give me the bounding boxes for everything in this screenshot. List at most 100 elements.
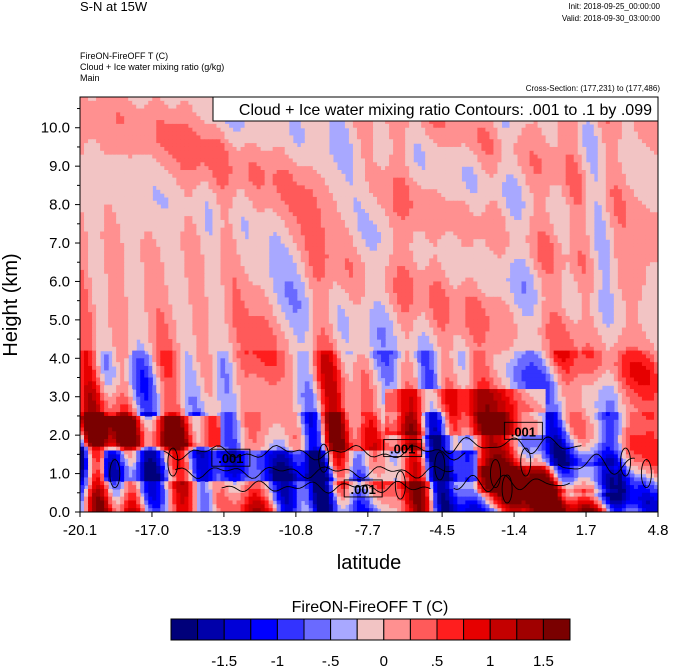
shading-cell	[212, 204, 218, 210]
shading-cell	[180, 135, 185, 140]
shading-cell	[160, 123, 165, 129]
shading-cell	[256, 204, 262, 210]
shading-cell	[140, 158, 145, 163]
shading-cell	[493, 123, 499, 129]
shading-cell	[144, 150, 149, 156]
shading-cell	[324, 200, 330, 206]
shading-cell	[653, 223, 658, 229]
shading-cell	[180, 158, 185, 163]
shading-cell	[136, 196, 141, 202]
shading-cell	[549, 177, 555, 183]
shading-cell	[168, 196, 173, 202]
shading-cell	[124, 120, 129, 125]
shading-cell	[232, 196, 238, 202]
shading-cell	[481, 189, 486, 194]
shading-cell	[565, 170, 571, 175]
shading-cell	[344, 227, 350, 233]
shading-cell	[80, 219, 85, 225]
shading-cell	[625, 216, 631, 221]
shading-cell	[296, 185, 302, 190]
shading-cell	[156, 166, 161, 171]
shading-cell	[208, 127, 214, 133]
shading-cell	[304, 158, 310, 163]
shading-cell	[533, 223, 539, 229]
shading-cell	[172, 143, 177, 148]
shading-cell	[184, 204, 189, 210]
shading-cell	[148, 200, 153, 206]
shading-cell	[140, 143, 145, 148]
shading-cell	[613, 189, 619, 194]
shading-cell	[92, 143, 97, 148]
shading-cell	[373, 196, 378, 202]
shading-cell	[389, 181, 394, 186]
shading-cell	[469, 212, 474, 217]
shading-cell	[617, 219, 623, 225]
shading-cell	[252, 196, 258, 202]
shading-cell	[228, 154, 234, 160]
shading-cell	[196, 200, 202, 206]
shading-cell	[104, 116, 109, 121]
shading-cell	[172, 170, 177, 175]
shading-cell	[88, 135, 93, 140]
shading-cell	[144, 177, 149, 183]
shading-cell	[509, 146, 515, 152]
shading-cell	[288, 146, 294, 152]
shading-cell	[529, 223, 535, 229]
shading-cell	[449, 154, 454, 160]
shading-cell	[268, 223, 274, 229]
shading-cell	[264, 139, 270, 144]
shading-cell	[208, 131, 214, 137]
shading-cell	[268, 146, 274, 152]
shading-cell	[609, 150, 615, 156]
shading-cell	[525, 196, 531, 202]
shading-cell	[276, 123, 282, 129]
shading-cell	[497, 235, 503, 240]
shading-cell	[220, 231, 226, 236]
shading-cell	[116, 212, 121, 217]
shading-cell	[449, 162, 454, 167]
shading-cell	[208, 112, 214, 117]
shading-cell	[112, 127, 117, 133]
shading-cell	[461, 143, 466, 148]
shading-cell	[308, 131, 314, 137]
shading-cell	[373, 212, 378, 217]
shading-cell	[312, 162, 318, 167]
shading-cell	[525, 154, 531, 160]
shading-cell	[312, 193, 318, 198]
shading-cell	[525, 185, 531, 190]
shading-cell	[537, 204, 543, 210]
shading-cell	[100, 158, 105, 163]
shading-cell	[369, 196, 374, 202]
shading-cell	[84, 216, 89, 221]
shading-cell	[449, 123, 454, 129]
shading-cell	[617, 185, 623, 190]
shading-cell	[148, 158, 153, 163]
shading-cell	[188, 239, 193, 244]
shading-cell	[232, 189, 238, 194]
shading-cell	[96, 150, 101, 156]
shading-cell	[369, 154, 374, 160]
shading-cell	[216, 177, 222, 183]
shading-cell	[112, 173, 117, 179]
shading-cell	[156, 154, 161, 160]
shading-cell	[204, 196, 210, 202]
shading-cell	[453, 223, 458, 229]
shading-cell	[348, 127, 354, 133]
shading-cell	[360, 196, 366, 202]
shading-cell	[589, 223, 595, 229]
shading-cell	[409, 231, 414, 236]
shading-cell	[545, 204, 551, 210]
shading-cell	[292, 219, 298, 225]
shading-cell	[256, 185, 262, 190]
shading-cell	[152, 227, 157, 233]
shading-cell	[192, 108, 197, 113]
shading-cell	[577, 173, 583, 179]
shading-cell	[533, 196, 539, 202]
shading-cell	[180, 208, 185, 213]
shading-cell	[352, 120, 358, 125]
shading-cell	[577, 146, 583, 152]
shading-cell	[256, 139, 262, 144]
shading-cell	[453, 135, 458, 140]
shading-cell	[493, 208, 499, 213]
shading-cell	[200, 208, 206, 213]
